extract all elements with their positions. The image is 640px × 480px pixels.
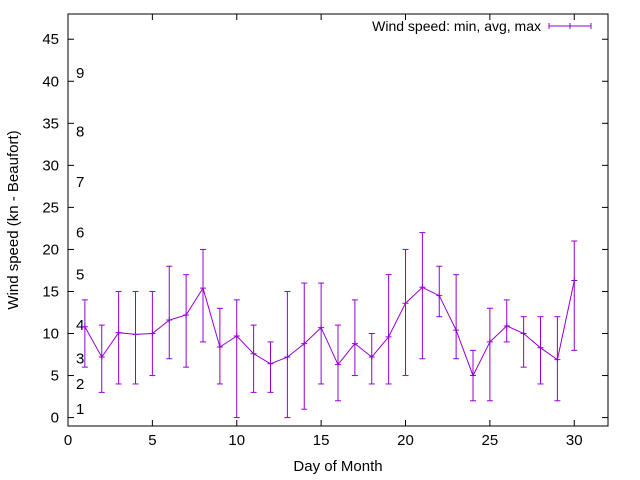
data-point	[183, 312, 190, 319]
data-point	[98, 354, 105, 361]
legend-line-sample	[548, 23, 592, 29]
data-point	[301, 340, 308, 347]
beaufort-label: 3	[76, 351, 84, 368]
data-point	[166, 317, 173, 324]
x-tick-label: 0	[64, 432, 72, 449]
data-point	[233, 333, 240, 340]
legend-entry-label: Wind speed: min, avg, max	[372, 18, 541, 34]
x-axis-label: Day of Month	[293, 458, 382, 475]
beaufort-label: 2	[76, 376, 84, 393]
beaufort-label: 9	[76, 65, 84, 82]
x-tick-label: 5	[148, 432, 156, 449]
data-point	[115, 329, 122, 336]
beaufort-label: 6	[76, 225, 84, 242]
data-point	[419, 284, 426, 291]
data-point	[132, 331, 139, 338]
data-point	[470, 372, 476, 379]
average-line	[84, 280, 575, 377]
x-tick-label: 10	[228, 432, 245, 449]
y-tick-label: 45	[42, 31, 59, 48]
data-point	[216, 343, 223, 350]
data-point	[81, 323, 88, 330]
data-point	[335, 361, 341, 368]
data-point	[571, 277, 578, 284]
y-tick-label: 20	[42, 241, 59, 258]
data-point	[284, 354, 291, 361]
x-tick-label: 30	[566, 432, 583, 449]
plot-frame	[67, 13, 609, 427]
beaufort-scale-labels: 1 2 3 4 5 6 7 8 9	[76, 65, 84, 418]
data-point	[436, 292, 443, 299]
data-point	[267, 360, 274, 367]
y-tick-label: 10	[42, 326, 59, 343]
data-point	[250, 350, 257, 357]
x-tick-label: 20	[397, 432, 414, 449]
y-tick-label: 35	[42, 115, 59, 132]
beaufort-label: 5	[76, 267, 84, 284]
data-series	[81, 232, 578, 419]
data-point	[554, 356, 561, 363]
y-tick-label: 30	[42, 157, 59, 174]
y-tick-label: 25	[42, 199, 59, 216]
data-point	[537, 344, 544, 351]
y-axis-label: Wind speed (kn - Beaufort)	[5, 130, 22, 309]
legend: Wind speed: min, avg, max	[372, 18, 592, 34]
beaufort-label: 8	[76, 124, 84, 141]
y-tick-label: 40	[42, 73, 59, 90]
data-point	[351, 340, 358, 347]
data-point	[368, 354, 375, 361]
data-point	[453, 327, 460, 334]
y-tick-label: 0	[51, 410, 59, 427]
x-tick-label: 25	[482, 432, 499, 449]
data-point	[503, 322, 510, 329]
x-tick-label: 15	[313, 432, 330, 449]
data-point	[385, 333, 392, 340]
data-point	[520, 330, 527, 337]
y-tick-label: 15	[42, 283, 59, 300]
beaufort-label: 7	[76, 174, 84, 191]
data-point	[486, 338, 493, 345]
y-tick-label: 5	[51, 368, 59, 385]
beaufort-label: 1	[76, 401, 84, 418]
beaufort-label: 4	[76, 317, 84, 334]
data-point	[318, 324, 325, 331]
data-point	[149, 330, 156, 337]
data-point	[402, 300, 409, 307]
data-point	[200, 285, 206, 292]
